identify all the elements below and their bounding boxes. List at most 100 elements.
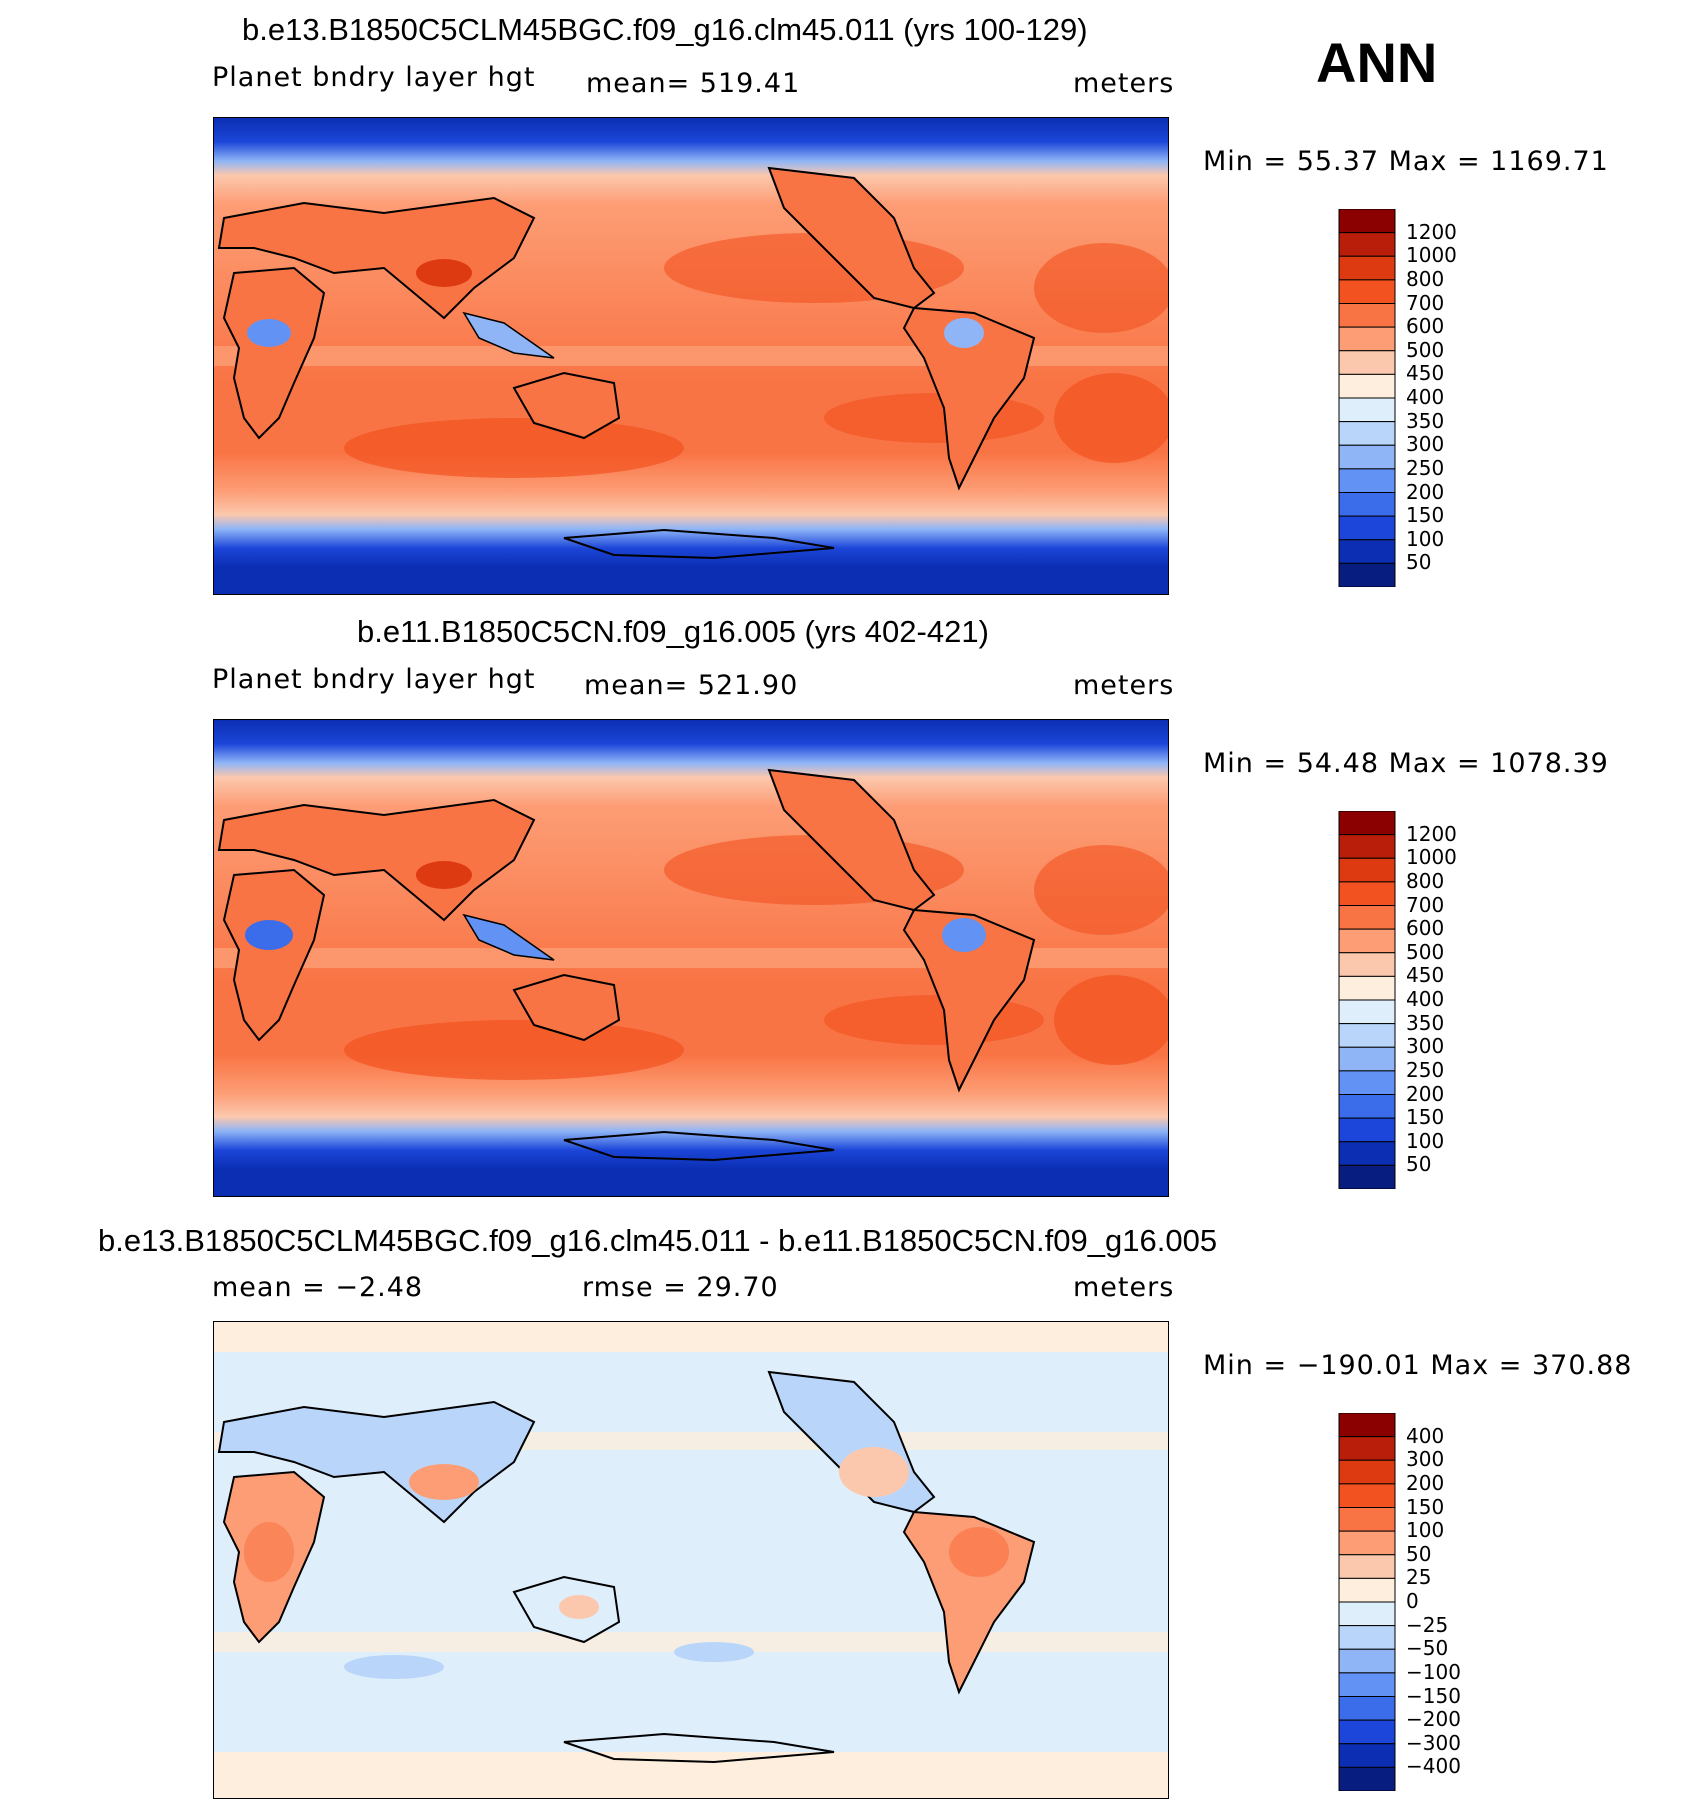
colorbar-tick-label: 1000: [1406, 845, 1457, 870]
panel-3-rmse-label: rmse = 29.70: [582, 1272, 779, 1303]
colorbar-swatch: [1338, 975, 1396, 1001]
colorbar-swatch: [1338, 1648, 1396, 1674]
colorbar-swatch: [1338, 857, 1396, 883]
colorbar-swatch: [1338, 1507, 1396, 1532]
colorbar-tick-label: 250: [1406, 455, 1445, 480]
colorbar-tick-label: 100: [1406, 1518, 1445, 1543]
colorbar-tick-label: 800: [1406, 266, 1445, 291]
colorbar-tick-label: 500: [1406, 939, 1445, 964]
colorbar-swatch: [1338, 539, 1396, 564]
colorbar-tick-label: 300: [1406, 432, 1445, 457]
colorbar-swatch: [1338, 208, 1396, 234]
panel-3-mean-label: mean = −2.48: [212, 1272, 424, 1303]
colorbar-tick-label: 1000: [1406, 243, 1457, 268]
season-label: ANN: [1316, 31, 1438, 94]
colorbar-swatch: [1338, 397, 1396, 423]
panel-1-mean-label: mean= 519.41: [586, 68, 801, 99]
panel-1-variable-label: Planet bndry layer hgt: [212, 62, 536, 93]
colorbar-tick-label: −300: [1406, 1730, 1461, 1755]
colorbar-swatch: [1338, 1046, 1396, 1072]
panel-2-title: b.e11.B1850C5CN.f09_g16.005 (yrs 402-421…: [357, 614, 989, 649]
panel-3-map-field: [214, 1322, 1168, 1798]
colorbar-swatch: [1338, 303, 1396, 328]
colorbar-swatch: [1338, 1672, 1396, 1697]
colorbar-tick-label: 350: [1406, 408, 1445, 433]
panel-1-colorbar: [1338, 208, 1398, 592]
colorbar-swatch: [1338, 1766, 1396, 1792]
colorbar-tick-label: 700: [1406, 290, 1445, 315]
colorbar-tick-label: 600: [1406, 314, 1445, 339]
colorbar-swatch: [1338, 952, 1396, 977]
colorbar-swatch: [1338, 881, 1396, 906]
panel-3-map: [213, 1321, 1169, 1799]
panel-1-colorbar-swatches: [1338, 208, 1396, 588]
panel-2-colorbar-swatches: [1338, 810, 1396, 1190]
colorbar-tick-label: 800: [1406, 868, 1445, 893]
panel-3-title: b.e13.B1850C5CLM45BGC.f09_g16.clm45.011 …: [98, 1223, 1218, 1258]
colorbar-tick-label: 150: [1406, 1105, 1445, 1130]
colorbar-swatch: [1338, 444, 1396, 470]
colorbar-swatch: [1338, 999, 1396, 1025]
colorbar-tick-label: 200: [1406, 1470, 1445, 1495]
colorbar-swatch: [1338, 492, 1396, 517]
panel-1-map: [213, 117, 1169, 595]
colorbar-swatch: [1338, 421, 1396, 446]
colorbar-tick-label: 400: [1406, 1423, 1445, 1448]
colorbar-swatch: [1338, 1436, 1396, 1461]
colorbar-swatch: [1338, 834, 1396, 859]
colorbar-swatch: [1338, 1554, 1396, 1579]
colorbar-tick-label: 200: [1406, 1081, 1445, 1106]
colorbar-tick-label: 150: [1406, 1494, 1445, 1519]
colorbar-tick-label: −25: [1406, 1612, 1449, 1637]
colorbar-swatch: [1338, 1743, 1396, 1768]
colorbar-tick-label: 300: [1406, 1447, 1445, 1472]
colorbar-swatch: [1338, 1094, 1396, 1119]
colorbar-swatch: [1338, 562, 1396, 588]
panel-1-minmax-label: Min = 55.37 Max = 1169.71: [1203, 146, 1609, 177]
colorbar-tick-label: 400: [1406, 987, 1445, 1011]
panel-2-mean-label: mean= 521.90: [584, 670, 799, 701]
colorbar-tick-label: 1200: [1406, 821, 1457, 846]
colorbar-swatch: [1338, 1696, 1396, 1721]
colorbar-swatch: [1338, 1601, 1396, 1627]
colorbar-swatch: [1338, 232, 1396, 257]
colorbar-swatch: [1338, 1530, 1396, 1556]
colorbar-tick-label: 350: [1406, 1010, 1445, 1035]
colorbar-tick-label: 500: [1406, 337, 1445, 362]
panel-3-units-label: meters: [1073, 1272, 1175, 1303]
colorbar-swatch: [1338, 1483, 1396, 1508]
colorbar-swatch: [1338, 373, 1396, 399]
colorbar-swatch: [1338, 468, 1396, 493]
colorbar-swatch: [1338, 1577, 1396, 1603]
colorbar-tick-label: −400: [1406, 1754, 1461, 1779]
colorbar-swatch: [1338, 810, 1396, 836]
colorbar-swatch: [1338, 1070, 1396, 1095]
colorbar-swatch: [1338, 279, 1396, 304]
colorbar-tick-label: 400: [1406, 385, 1445, 409]
panel-1-map-field: [214, 118, 1168, 594]
panel-3-colorbar-swatches: [1338, 1412, 1396, 1792]
colorbar-tick-label: −100: [1406, 1659, 1461, 1684]
panel-2-map: [213, 719, 1169, 1197]
colorbar-swatch: [1338, 1719, 1396, 1745]
colorbar-swatch: [1338, 928, 1396, 954]
colorbar-tick-label: 100: [1406, 526, 1445, 551]
colorbar-tick-label: 0: [1406, 1589, 1419, 1613]
colorbar-tick-label: 450: [1406, 361, 1445, 386]
panel-3-minmax-label: Min = −190.01 Max = 370.88: [1203, 1350, 1633, 1381]
colorbar-tick-label: 1200: [1406, 219, 1457, 244]
colorbar-tick-label: 250: [1406, 1057, 1445, 1082]
colorbar-tick-label: −50: [1406, 1636, 1449, 1661]
colorbar-swatch: [1338, 1412, 1396, 1438]
panel-2-minmax-label: Min = 54.48 Max = 1078.39: [1203, 748, 1609, 779]
colorbar-swatch: [1338, 1625, 1396, 1650]
colorbar-tick-label: 700: [1406, 892, 1445, 917]
colorbar-tick-label: 600: [1406, 916, 1445, 941]
colorbar-tick-label: 100: [1406, 1128, 1445, 1153]
colorbar-tick-label: −200: [1406, 1707, 1461, 1732]
colorbar-tick-label: 150: [1406, 503, 1445, 528]
colorbar-tick-label: 50: [1406, 1541, 1432, 1566]
colorbar-swatch: [1338, 1164, 1396, 1190]
colorbar-swatch: [1338, 1141, 1396, 1166]
panel-2-colorbar: [1338, 810, 1398, 1194]
